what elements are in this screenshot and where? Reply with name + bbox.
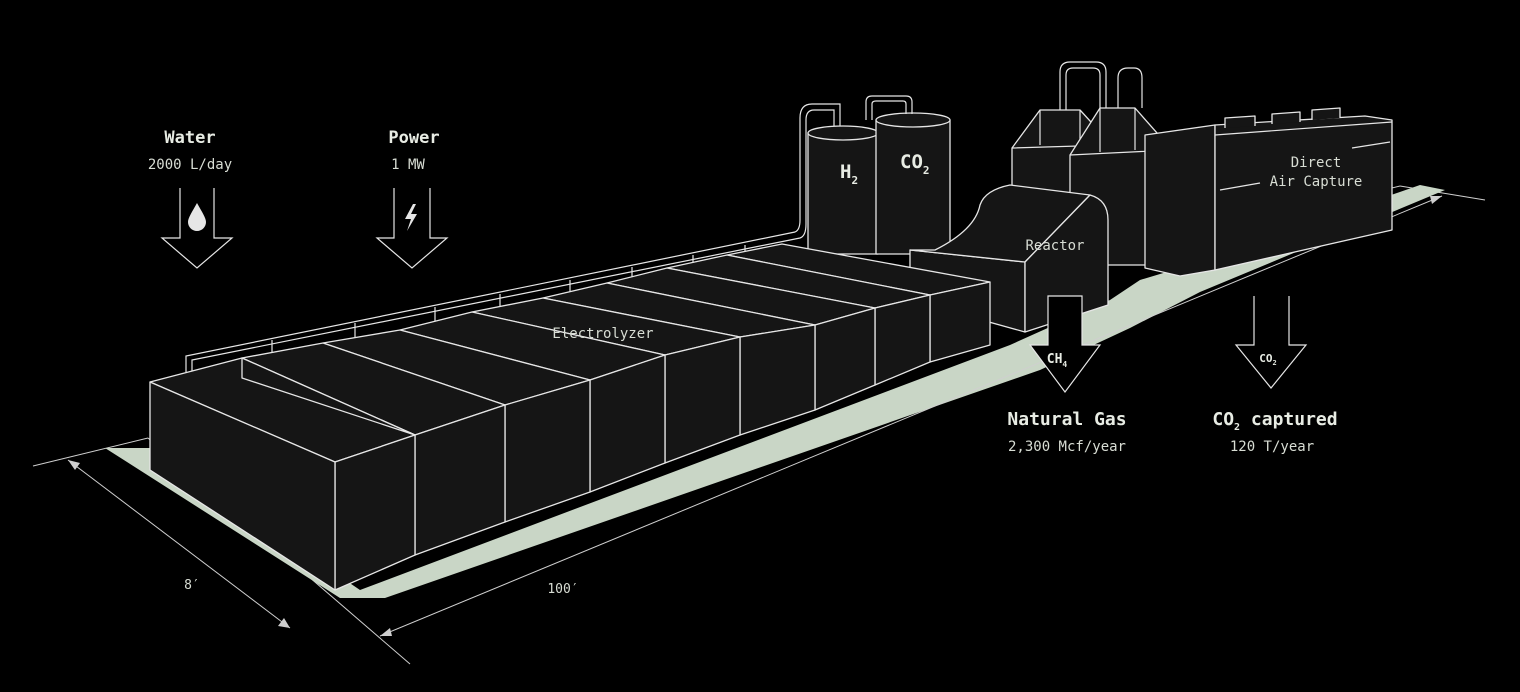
dac-label-line1: Direct [1291, 155, 1342, 171]
co2-captured-output: CO2 captured 120 T/year [1212, 409, 1337, 455]
power-input: Power 1 MW [375, 128, 449, 269]
co2-output-arrow: CO2 [1234, 296, 1308, 389]
natural-gas-value: 2,300 Mcf/year [1008, 439, 1126, 455]
tank-h2: H2 [807, 125, 879, 255]
electrolyzer-module [241, 357, 416, 436]
electrolyzer-label: Electrolyzer [552, 326, 653, 342]
electrolyzer-module [929, 281, 991, 363]
water-value: 2000 L/day [148, 157, 232, 173]
dimension-width-label: 8′ [184, 578, 200, 593]
natural-gas-output: Natural Gas 2,300 Mcf/year [1007, 409, 1126, 455]
direct-air-capture-unit: Direct Air Capture [1144, 107, 1393, 277]
co2-captured-title: CO2 captured [1212, 409, 1337, 433]
co2-captured-value: 120 T/year [1230, 439, 1314, 455]
natural-gas-title: Natural Gas [1007, 409, 1126, 430]
electrolyzer-module [504, 379, 591, 523]
water-drop-icon [188, 203, 206, 231]
dimension-length-label: 100′ [547, 582, 578, 597]
tank-h2-label: H2 [840, 161, 858, 187]
electrolyzer-module [739, 324, 816, 436]
water-arrow [160, 188, 234, 269]
electrolyzer-module [149, 381, 336, 591]
electrolyzer-module [664, 336, 741, 464]
electrolyzer-module [814, 307, 876, 411]
dimension-length: 100′ [379, 195, 1443, 637]
ch4-output-arrow: CH4 [1028, 295, 1102, 394]
lightning-bolt-icon [405, 204, 417, 231]
water-title: Water [164, 128, 215, 148]
ch4-arrow-label: CH4 [1047, 352, 1068, 369]
dac-label-line2: Air Capture [1270, 174, 1363, 190]
electrolyzer-bank: Electrolyzer [149, 243, 991, 591]
power-title: Power [388, 128, 439, 148]
power-arrow [375, 188, 449, 269]
power-value: 1 MW [391, 157, 425, 173]
electrolyzer-module [874, 294, 931, 386]
electrolyzer-module [334, 434, 416, 591]
water-input: Water 2000 L/day [148, 128, 234, 269]
dimension-width: 8′ [67, 459, 291, 629]
tank-co2-label: CO2 [900, 151, 930, 177]
reactor-label: Reactor [1025, 238, 1084, 254]
tank-co2: CO2 [865, 95, 951, 255]
co2-arrow-label: CO2 [1259, 352, 1276, 367]
